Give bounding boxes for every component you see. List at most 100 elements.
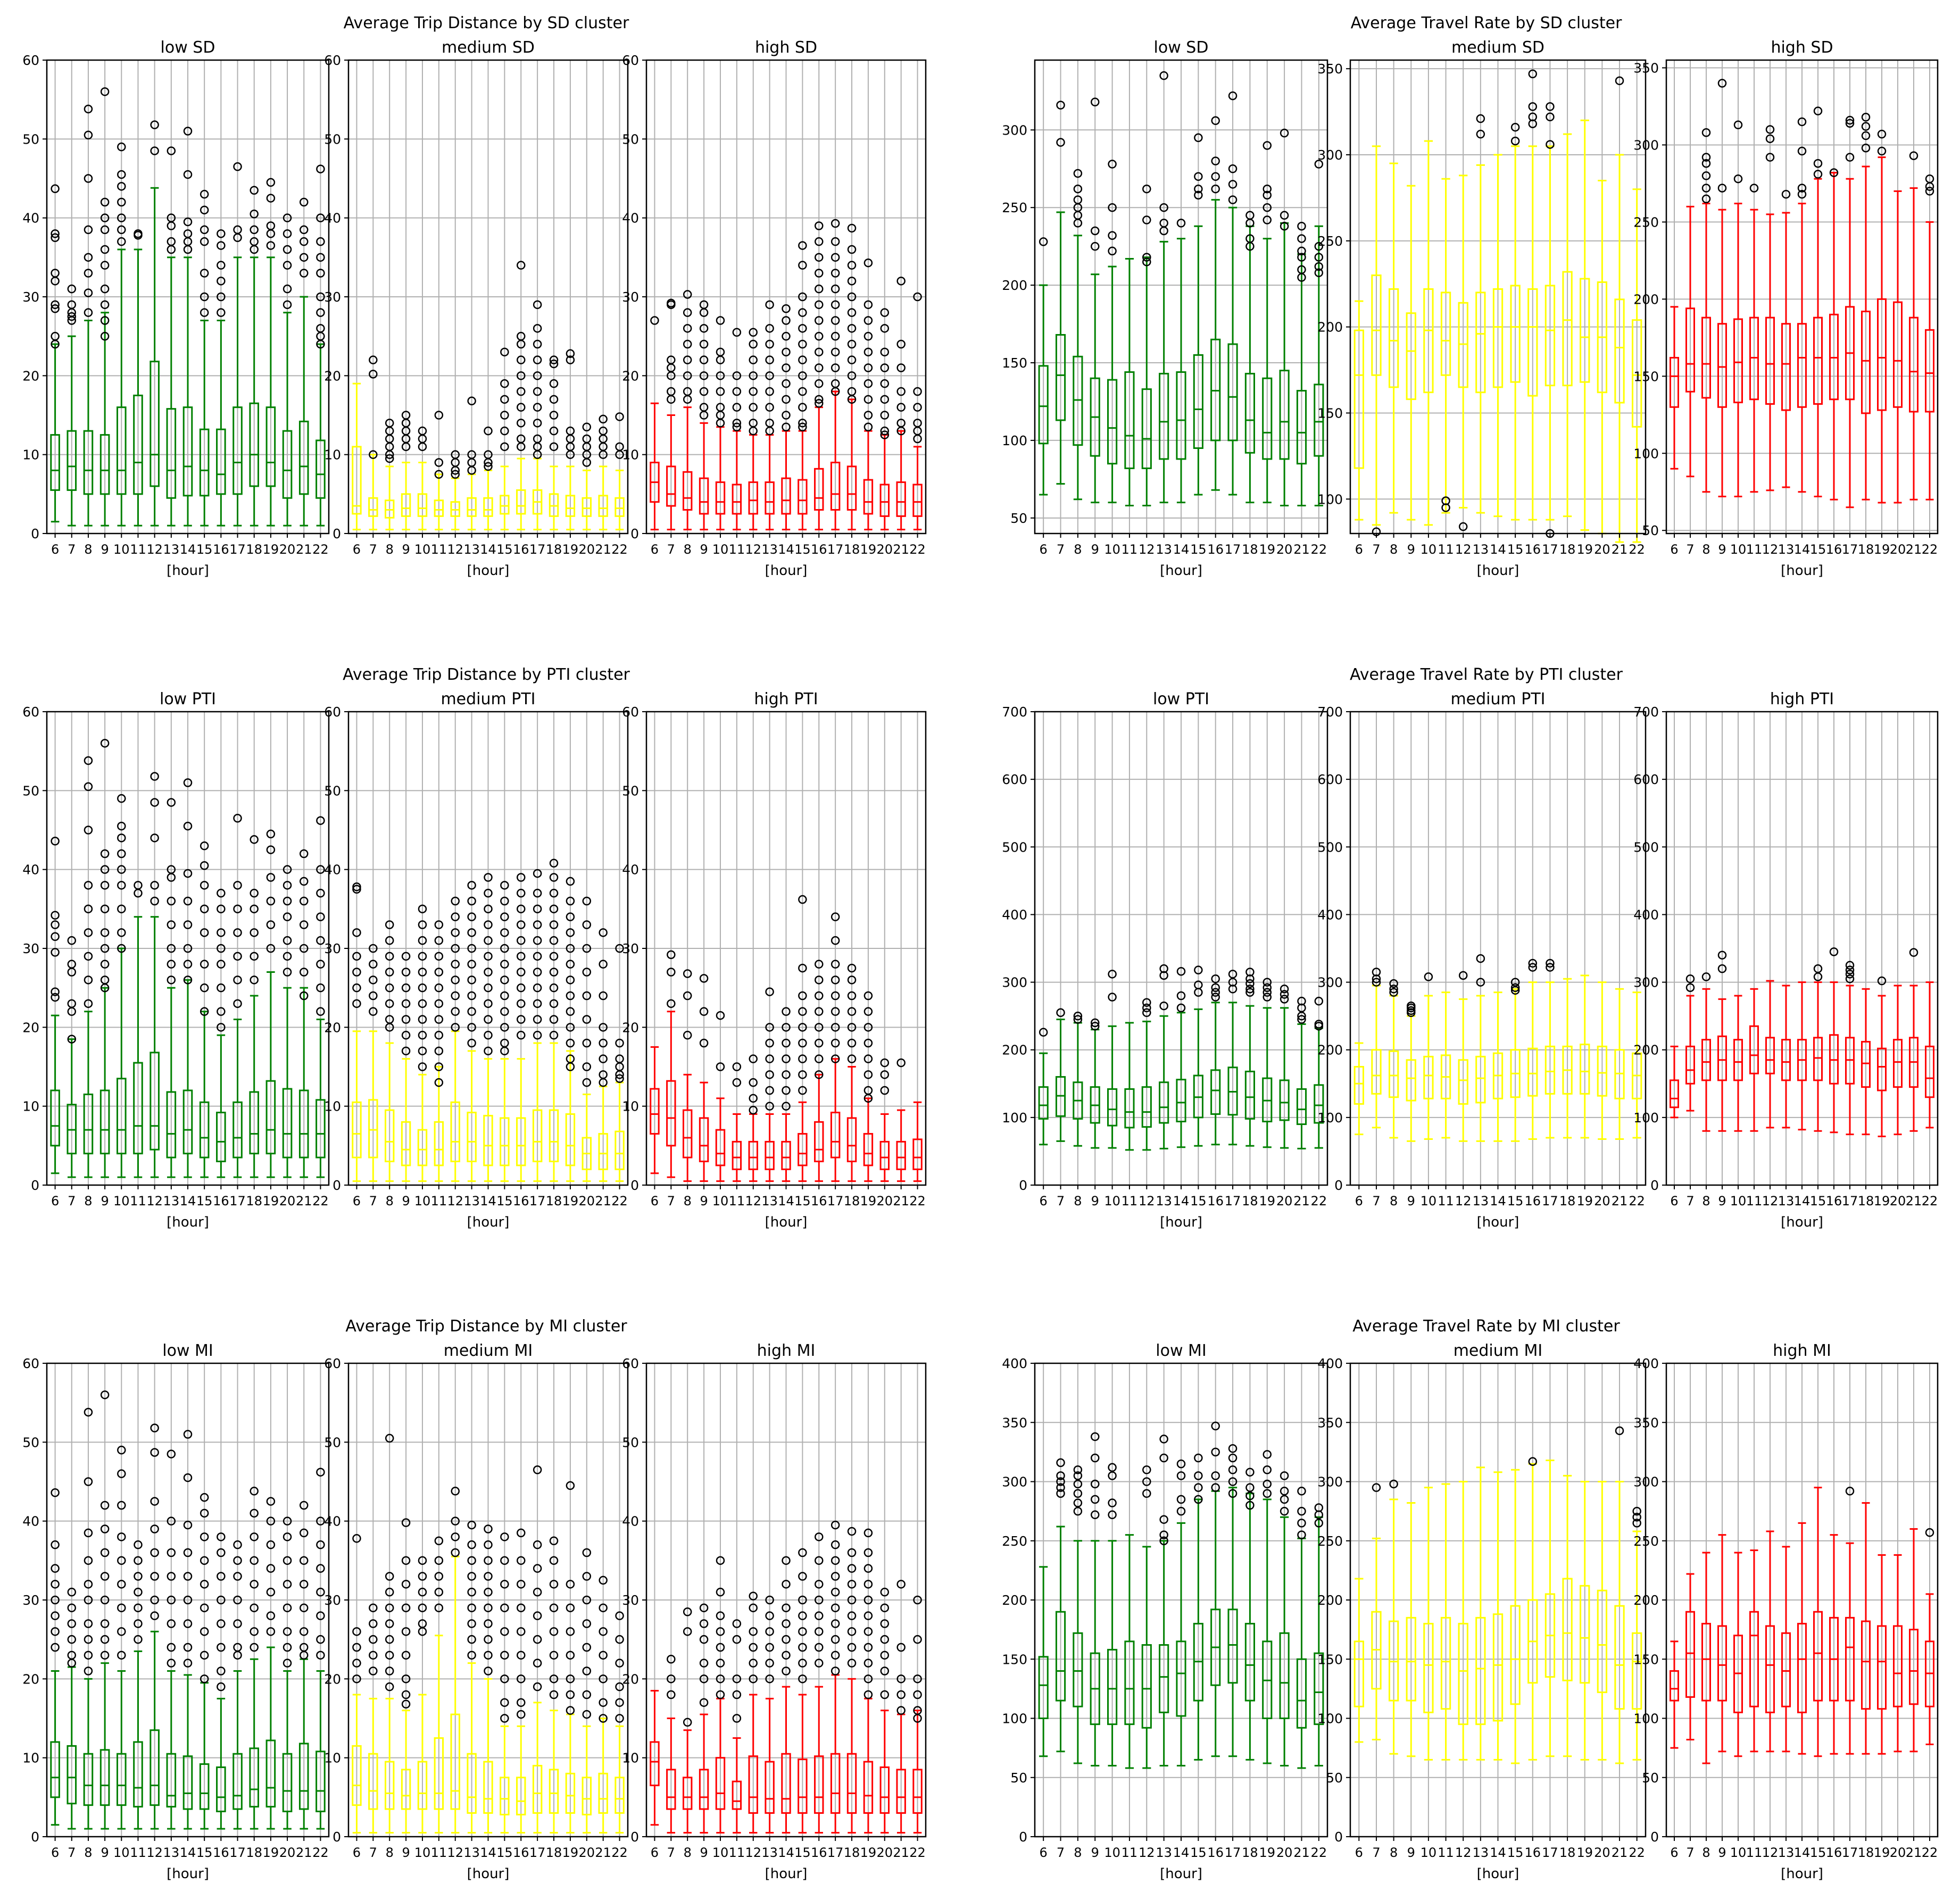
x-tick-label: 9 (101, 1845, 109, 1860)
y-tick-label: 600 (1633, 772, 1659, 787)
box-hour-9 (1090, 1018, 1100, 1149)
x-tick-label: 18 (246, 1194, 262, 1208)
x-axis-label: [hour] (167, 1214, 209, 1230)
outlier-point (1073, 1479, 1083, 1489)
outlier-point (782, 379, 791, 388)
outlier-point (699, 411, 709, 420)
outlier-point (451, 960, 460, 969)
outlier-point (316, 269, 325, 278)
box-iqr (1314, 1084, 1324, 1124)
outlier-point (1813, 106, 1823, 115)
outlier-point (117, 865, 126, 874)
box-iqr (483, 1114, 493, 1166)
outlier-point (1510, 122, 1520, 132)
outlier-point (250, 888, 259, 898)
outlier-point (117, 1556, 126, 1565)
outlier-point (830, 1572, 840, 1581)
box-iqr (830, 1753, 841, 1814)
outlier-point (1108, 246, 1117, 256)
outlier-point (266, 920, 276, 929)
outlier-point (782, 1635, 791, 1644)
outlier-point (1090, 1495, 1100, 1504)
outlier-point (117, 944, 126, 953)
outlier-point (51, 184, 60, 194)
outlier-point (1797, 184, 1807, 193)
box-iqr (1141, 1644, 1152, 1729)
y-tick-label: 700 (1633, 704, 1659, 720)
outlier-point (913, 1714, 922, 1723)
outlier-point (1245, 979, 1255, 988)
outlier-point (117, 1532, 126, 1541)
box-hour-9 (401, 952, 411, 1182)
y-tick-label: 150 (1633, 369, 1659, 384)
outlier-point (100, 960, 110, 969)
box-hour-17 (1845, 1487, 1855, 1755)
box-iqr (1038, 1086, 1049, 1120)
y-tick-label: 50 (1326, 1770, 1343, 1786)
outlier-point (699, 387, 709, 396)
box-iqr (315, 439, 326, 499)
outlier-point (434, 968, 444, 977)
outlier-point (1159, 1453, 1168, 1463)
box-iqr (682, 471, 693, 511)
box-iqr (781, 1753, 791, 1814)
x-tick-label: 15 (196, 1845, 213, 1860)
box-hour-11 (434, 411, 444, 531)
outlier-point (599, 1674, 608, 1683)
box-hour-7 (67, 936, 77, 1178)
outlier-point (549, 968, 559, 977)
outlier-point (500, 976, 509, 985)
outlier-point (716, 1062, 725, 1071)
box-iqr (166, 1091, 177, 1158)
outlier-point (1845, 970, 1855, 979)
outlier-point (283, 1532, 292, 1541)
x-tick-label: 19 (1259, 1194, 1275, 1208)
outlier-point (798, 1086, 807, 1095)
box-hour-11 (732, 328, 742, 531)
outlier-point (1314, 160, 1324, 169)
x-tick-label: 11 (729, 542, 745, 557)
outlier-point (847, 1007, 857, 1016)
outlier-point (1194, 133, 1203, 143)
outlier-point (117, 213, 126, 222)
outlier-point (517, 968, 526, 977)
outlier-point (100, 225, 110, 235)
outlier-point (500, 960, 509, 969)
x-tick-label: 15 (1810, 1194, 1826, 1208)
outlier-point (566, 1007, 575, 1016)
box-hour-18 (249, 186, 260, 527)
outlier-point (517, 936, 526, 945)
outlier-point (352, 1674, 361, 1683)
outlier-point (451, 1548, 460, 1557)
x-tick-label: 18 (246, 542, 262, 557)
outlier-point (765, 1674, 774, 1683)
x-tick-label: 7 (68, 1845, 76, 1860)
outlier-point (100, 1501, 110, 1510)
outlier-point (434, 952, 444, 961)
outlier-point (765, 1595, 774, 1605)
outlier-point (233, 233, 242, 242)
box-iqr (216, 1766, 226, 1813)
outlier-point (150, 1524, 159, 1533)
box-hour-14 (483, 1524, 493, 1834)
y-tick-label: 200 (1002, 1593, 1027, 1608)
box-iqr (912, 1138, 923, 1170)
outlier-point (847, 1658, 857, 1668)
x-tick-label: 6 (51, 1194, 59, 1208)
outlier-point (200, 237, 209, 246)
outlier-point (1546, 112, 1555, 122)
outlier-point (51, 1540, 60, 1549)
box-hour-14 (1176, 966, 1186, 1148)
outlier-point (863, 1054, 873, 1063)
y-tick-label: 250 (1002, 200, 1027, 215)
x-tick-label: 14 (480, 542, 496, 557)
box-hour-8 (384, 419, 395, 531)
outlier-point (1314, 253, 1324, 262)
box-hour-20 (582, 896, 592, 1182)
outlier-point (765, 371, 774, 380)
outlier-point (1245, 1491, 1255, 1501)
x-tick-label: 21 (1612, 1845, 1628, 1860)
outlier-point (1108, 203, 1117, 212)
outlier-point (1263, 215, 1272, 224)
